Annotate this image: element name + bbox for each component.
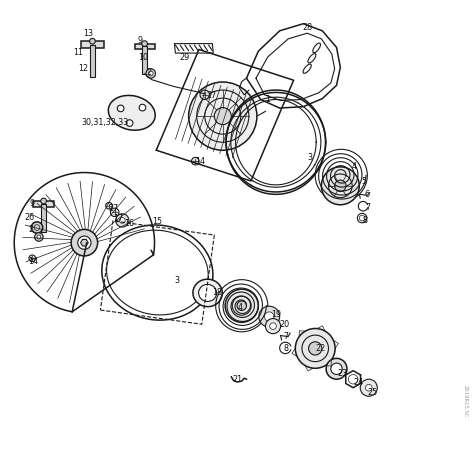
Circle shape <box>321 167 359 205</box>
Circle shape <box>116 214 129 227</box>
Circle shape <box>335 180 346 191</box>
Circle shape <box>360 379 377 396</box>
Circle shape <box>119 218 125 223</box>
Circle shape <box>148 71 153 76</box>
Text: 14: 14 <box>28 257 38 266</box>
Circle shape <box>326 358 347 379</box>
Text: 24: 24 <box>353 379 363 387</box>
Text: 11: 11 <box>73 48 83 56</box>
Circle shape <box>309 342 322 355</box>
Text: 8: 8 <box>363 216 368 225</box>
Circle shape <box>110 208 119 217</box>
Circle shape <box>200 90 210 100</box>
Text: 21: 21 <box>232 375 242 383</box>
Text: 9: 9 <box>137 36 143 45</box>
Circle shape <box>191 157 199 165</box>
Text: 22: 22 <box>315 344 326 353</box>
Circle shape <box>117 105 124 112</box>
Circle shape <box>126 120 133 127</box>
Text: 5: 5 <box>361 177 366 185</box>
Circle shape <box>270 323 276 329</box>
Text: 2: 2 <box>28 226 34 234</box>
Circle shape <box>142 41 147 46</box>
Text: 26: 26 <box>25 213 35 221</box>
Text: 27: 27 <box>108 204 118 213</box>
Circle shape <box>214 108 231 125</box>
Ellipse shape <box>109 95 155 130</box>
Text: 4: 4 <box>238 303 243 311</box>
Circle shape <box>259 306 280 327</box>
Circle shape <box>78 236 91 249</box>
Circle shape <box>41 198 46 204</box>
Text: 15: 15 <box>153 218 163 226</box>
Text: 25: 25 <box>367 388 378 397</box>
Text: 17: 17 <box>113 214 123 222</box>
Text: 14: 14 <box>195 157 205 165</box>
Circle shape <box>31 222 43 233</box>
Circle shape <box>237 301 246 310</box>
Circle shape <box>106 202 112 209</box>
Circle shape <box>90 38 95 44</box>
Text: 3: 3 <box>174 276 180 285</box>
Text: 7: 7 <box>283 332 289 341</box>
Text: 2019R15.SC: 2019R15.SC <box>463 384 468 417</box>
Circle shape <box>265 319 281 334</box>
Text: 6: 6 <box>365 190 370 199</box>
Text: 29: 29 <box>179 54 190 62</box>
Circle shape <box>365 384 372 391</box>
Text: 13: 13 <box>83 29 93 37</box>
Polygon shape <box>135 44 155 49</box>
Text: 12: 12 <box>78 64 88 73</box>
Text: 30,31,32,33: 30,31,32,33 <box>82 118 129 127</box>
Text: 20: 20 <box>280 320 290 329</box>
Text: 16: 16 <box>124 219 134 228</box>
Text: 7: 7 <box>365 203 370 212</box>
Text: 9: 9 <box>29 200 35 208</box>
Polygon shape <box>41 204 46 232</box>
Circle shape <box>331 363 342 374</box>
Text: 19: 19 <box>271 310 281 319</box>
Polygon shape <box>81 41 104 48</box>
Text: 2: 2 <box>146 68 151 76</box>
Polygon shape <box>33 201 54 207</box>
Text: 8: 8 <box>283 344 289 353</box>
Ellipse shape <box>193 279 222 307</box>
Circle shape <box>71 229 98 256</box>
Polygon shape <box>142 46 147 74</box>
Circle shape <box>29 255 36 262</box>
Circle shape <box>264 312 274 321</box>
Text: 28: 28 <box>302 23 312 32</box>
Polygon shape <box>81 239 88 246</box>
Text: 27: 27 <box>206 91 217 100</box>
Polygon shape <box>90 45 95 77</box>
Text: 18: 18 <box>212 289 222 297</box>
Text: 23: 23 <box>337 369 347 378</box>
Text: 1: 1 <box>265 95 271 104</box>
Text: 4: 4 <box>352 163 357 171</box>
Circle shape <box>35 233 43 241</box>
Circle shape <box>225 289 258 322</box>
Text: 3: 3 <box>307 153 312 162</box>
Circle shape <box>139 104 146 111</box>
Ellipse shape <box>199 284 217 301</box>
Circle shape <box>189 82 257 150</box>
Circle shape <box>37 235 41 239</box>
Text: 10: 10 <box>138 54 148 62</box>
Circle shape <box>295 328 335 368</box>
Circle shape <box>146 69 155 78</box>
